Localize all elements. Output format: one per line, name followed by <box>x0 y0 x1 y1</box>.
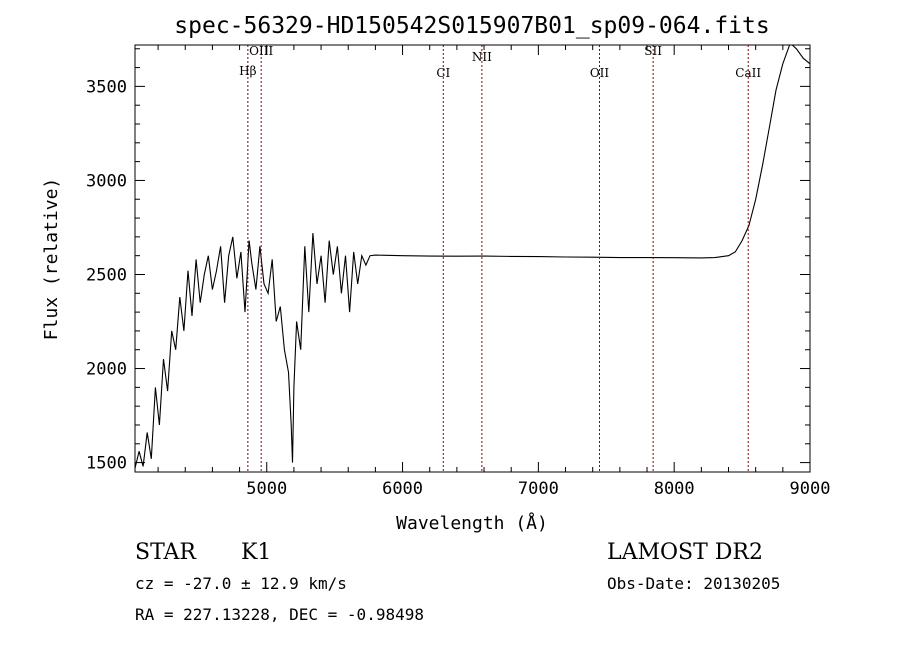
survey-name: LAMOST DR2 <box>607 540 763 565</box>
x-tick-label: 6000 <box>382 479 423 499</box>
line-marker-label: OIII <box>249 44 273 58</box>
line-marker-label: Hβ <box>239 64 256 78</box>
y-tick-label: 3500 <box>86 77 127 97</box>
line-marker-label: SII <box>644 44 662 58</box>
observation-date: Obs-Date: 20130205 <box>607 574 780 593</box>
object-type: STAR <box>135 540 197 565</box>
line-marker-label: OII <box>590 66 610 80</box>
coordinates-info: RA = 227.13228, DEC = -0.98498 <box>135 605 424 624</box>
redshift-info: cz = -27.0 ± 12.9 km/s <box>135 574 347 593</box>
spectrum-line <box>134 44 811 469</box>
y-tick-label: 2500 <box>86 265 127 285</box>
plot-area: Hβ OIII CI NII OII SII CaII 5000 6000 7000 8000 900… <box>86 44 830 499</box>
y-tick-label: 3000 <box>86 171 127 191</box>
x-tick-label: 9000 <box>790 479 831 499</box>
y-axis-label: Flux (relative) <box>41 178 62 341</box>
y-tick-label: 2000 <box>86 360 127 380</box>
x-axis-label: Wavelength (Å) <box>396 512 548 534</box>
y-tick-label: 1500 <box>86 454 127 474</box>
line-marker-label: CaII <box>735 66 761 80</box>
x-tick-label: 8000 <box>654 479 695 499</box>
subclass: K1 <box>241 540 271 565</box>
line-marker-label: NII <box>472 50 492 64</box>
line-marker-label: CI <box>436 66 450 80</box>
x-tick-label: 7000 <box>518 479 559 499</box>
x-tick-label: 5000 <box>246 479 287 499</box>
plot-frame <box>134 44 811 473</box>
chart-title: spec-56329-HD150542S015907B01_sp09-064.f… <box>174 13 769 39</box>
